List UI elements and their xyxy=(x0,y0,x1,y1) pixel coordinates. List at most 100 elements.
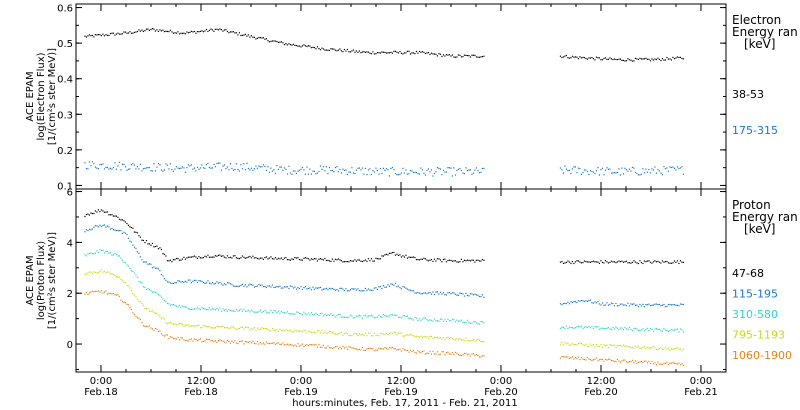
data-point-795-1193 xyxy=(396,334,398,336)
data-point-175-315 xyxy=(373,171,376,173)
data-point-795-1193 xyxy=(315,332,317,334)
data-point-175-315 xyxy=(429,171,431,173)
data-point-1060-1900 xyxy=(223,341,226,343)
data-point-795-1193 xyxy=(649,347,652,349)
data-point-47-68 xyxy=(195,256,197,258)
data-point-1060-1900 xyxy=(192,340,194,342)
data-point-310-580 xyxy=(94,252,97,254)
data-point-47-68 xyxy=(87,213,89,215)
data-point-1060-1900 xyxy=(481,355,484,357)
data-point-175-315 xyxy=(451,175,454,177)
data-point-47-68 xyxy=(379,258,382,260)
data-point-310-580 xyxy=(352,317,355,319)
data-point-175-315 xyxy=(405,169,407,171)
data-point-1060-1900 xyxy=(619,361,622,363)
data-point-175-315 xyxy=(280,166,283,168)
data-point-795-1193 xyxy=(600,343,602,346)
data-point-175-315 xyxy=(84,162,86,164)
data-point-310-580 xyxy=(93,253,95,255)
data-point-1060-1900 xyxy=(472,353,475,355)
data-point-38-53 xyxy=(430,52,433,54)
data-point-310-580 xyxy=(471,322,473,324)
data-point-310-580 xyxy=(229,309,232,312)
data-point-310-580 xyxy=(430,319,433,321)
data-point-310-580 xyxy=(655,327,658,330)
data-point-47-68 xyxy=(349,260,352,262)
data-point-310-580 xyxy=(241,310,244,312)
data-point-1060-1900 xyxy=(213,341,215,343)
data-point-38-53 xyxy=(633,60,635,62)
data-point-38-53 xyxy=(682,58,685,60)
data-point-310-580 xyxy=(574,327,577,329)
data-point-47-68 xyxy=(411,256,413,259)
data-point-47-68 xyxy=(604,260,607,262)
data-point-115-195 xyxy=(385,286,388,288)
data-point-115-195 xyxy=(103,224,106,226)
data-point-175-315 xyxy=(174,168,176,170)
data-point-38-53 xyxy=(292,43,295,45)
data-point-38-53 xyxy=(444,55,446,57)
data-point-38-53 xyxy=(451,54,454,56)
data-point-1060-1900 xyxy=(322,344,325,347)
data-point-310-580 xyxy=(480,320,482,323)
data-point-115-195 xyxy=(271,284,274,286)
data-point-38-53 xyxy=(253,36,256,39)
data-point-38-53 xyxy=(166,30,169,33)
data-point-175-315 xyxy=(483,167,485,170)
data-point-175-315 xyxy=(616,171,619,174)
data-point-310-580 xyxy=(105,250,107,253)
data-point-175-315 xyxy=(450,167,452,169)
data-point-175-315 xyxy=(87,168,89,170)
data-point-175-315 xyxy=(298,169,301,171)
data-point-175-315 xyxy=(385,168,388,170)
data-point-175-315 xyxy=(412,171,415,174)
data-point-38-53 xyxy=(171,31,173,33)
data-point-1060-1900 xyxy=(396,349,398,351)
data-point-1060-1900 xyxy=(391,346,394,349)
data-point-795-1193 xyxy=(234,327,236,329)
data-point-310-580 xyxy=(448,320,451,322)
data-point-47-68 xyxy=(600,260,602,262)
data-point-38-53 xyxy=(621,59,623,61)
data-point-47-68 xyxy=(117,216,119,218)
data-point-310-580 xyxy=(127,265,130,267)
data-point-175-315 xyxy=(640,173,643,175)
data-point-795-1193 xyxy=(255,329,257,331)
data-point-175-315 xyxy=(415,171,418,174)
data-point-795-1193 xyxy=(639,347,641,349)
data-point-175-315 xyxy=(216,162,218,165)
data-point-38-53 xyxy=(382,51,385,53)
data-point-795-1193 xyxy=(453,338,455,340)
data-point-47-68 xyxy=(306,257,308,259)
data-point-1060-1900 xyxy=(670,362,673,364)
data-point-795-1193 xyxy=(102,271,104,273)
data-point-115-195 xyxy=(223,283,226,285)
data-point-47-68 xyxy=(445,261,448,263)
data-point-1060-1900 xyxy=(195,338,197,341)
data-point-795-1193 xyxy=(342,334,344,336)
data-point-38-53 xyxy=(243,34,245,36)
data-point-38-53 xyxy=(681,57,683,60)
data-point-310-580 xyxy=(654,328,656,330)
data-point-795-1193 xyxy=(318,329,320,332)
data-point-310-580 xyxy=(304,313,307,315)
data-point-115-195 xyxy=(352,288,355,290)
data-point-795-1193 xyxy=(460,339,463,341)
data-point-1060-1900 xyxy=(129,307,131,309)
data-point-38-53 xyxy=(570,57,572,59)
data-point-115-195 xyxy=(351,288,353,290)
data-point-1060-1900 xyxy=(207,338,209,341)
data-point-47-68 xyxy=(466,259,469,261)
data-point-1060-1900 xyxy=(301,343,304,345)
data-point-115-195 xyxy=(150,263,152,265)
data-point-795-1193 xyxy=(678,348,680,350)
data-point-310-580 xyxy=(481,321,484,323)
data-point-310-580 xyxy=(129,267,131,270)
data-point-310-580 xyxy=(135,274,137,276)
data-point-310-580 xyxy=(145,288,148,291)
data-point-1060-1900 xyxy=(403,349,406,351)
data-point-38-53 xyxy=(210,28,212,30)
data-point-175-315 xyxy=(394,172,397,175)
data-point-1060-1900 xyxy=(666,361,668,363)
data-point-310-580 xyxy=(651,328,653,330)
